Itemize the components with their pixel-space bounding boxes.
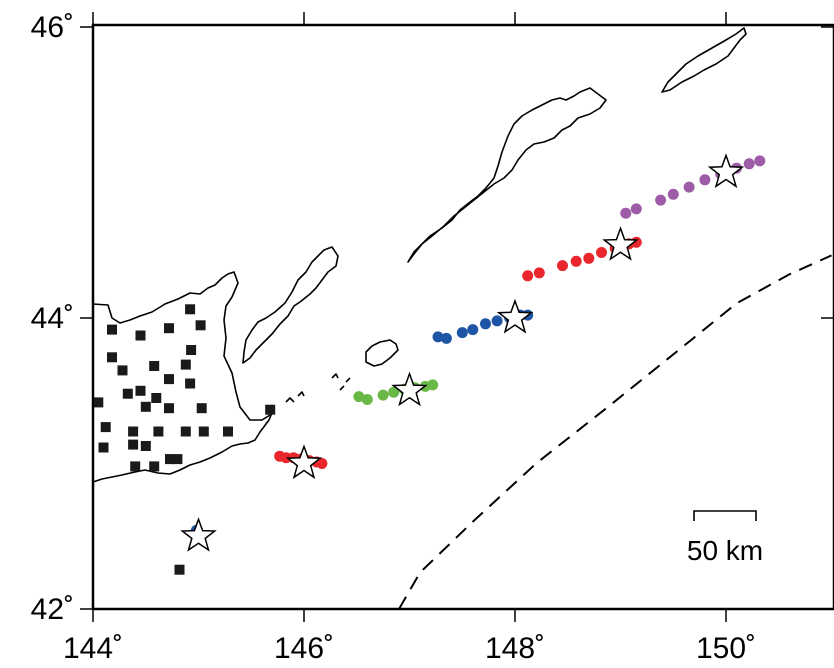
epicenter-stars	[180, 153, 745, 552]
station-marker	[172, 454, 183, 465]
aftershock-dot	[316, 458, 328, 469]
station-marker	[130, 461, 141, 472]
scale-bar: 50 km	[687, 510, 763, 566]
y-tick-label: 44˚	[31, 302, 74, 335]
station-marker	[122, 388, 133, 399]
aftershock-dot	[533, 267, 545, 279]
aftershock-dot	[440, 332, 452, 344]
map-frame	[91, 23, 834, 611]
station-marker	[135, 330, 146, 341]
aftershock-dot	[596, 247, 607, 258]
station-marker	[117, 365, 128, 376]
station-marker	[140, 401, 151, 412]
aftershock-dot	[667, 188, 679, 200]
y-tick-label: 42˚	[31, 593, 74, 626]
hokkaido-coastline	[92, 271, 275, 483]
station-marker	[165, 454, 175, 465]
aftershock-dot	[361, 394, 373, 405]
station-markers	[93, 304, 276, 575]
station-marker	[185, 304, 196, 315]
axis-ticks: 144˚ 146˚ 148˚ 150˚ 42˚ 44˚ 46˚	[31, 11, 834, 665]
station-marker	[128, 426, 139, 437]
station-marker	[149, 461, 160, 472]
aftershock-dot	[377, 389, 389, 401]
trench-line	[398, 254, 832, 610]
station-marker	[149, 361, 160, 371]
aftershock-dot	[456, 327, 468, 339]
station-marker	[98, 442, 109, 453]
aftershock-dot	[491, 315, 503, 327]
aftershock-dot	[522, 270, 534, 282]
station-marker	[107, 352, 117, 363]
station-marker	[107, 324, 117, 335]
station-marker	[153, 426, 164, 437]
aftershock-dot	[353, 391, 365, 403]
station-marker	[180, 426, 191, 437]
station-marker	[164, 403, 174, 414]
station-marker	[135, 385, 146, 396]
station-marker	[196, 403, 207, 414]
x-tick-label: 150˚	[696, 632, 756, 665]
station-marker	[185, 378, 196, 389]
urup-coastline	[661, 27, 747, 93]
aftershock-dot	[480, 318, 491, 330]
aftershock-dot	[432, 331, 444, 343]
station-marker	[198, 426, 209, 437]
coastlines	[92, 27, 747, 483]
epicenter-star-icon	[285, 444, 323, 480]
aftershock-dot	[630, 203, 642, 215]
station-marker	[164, 374, 174, 385]
x-tick-label: 146˚	[274, 632, 334, 665]
station-marker	[128, 439, 139, 450]
station-marker	[186, 345, 197, 355]
station-marker	[100, 422, 111, 433]
station-marker	[174, 564, 185, 575]
trench-dashed-line	[398, 254, 832, 610]
scale-bar-line	[693, 510, 757, 521]
aftershock-dot	[427, 379, 439, 391]
aftershock-dot	[754, 155, 766, 167]
aftershock-dot	[467, 324, 479, 336]
aftershock-dot	[620, 207, 632, 219]
aftershock-dot	[683, 181, 695, 193]
scale-bar-label: 50 km	[687, 535, 763, 566]
y-tick-label: 46˚	[31, 11, 74, 44]
etorofu-coastline	[407, 87, 607, 263]
station-marker	[180, 359, 191, 370]
station-marker	[164, 323, 174, 334]
epicenter-star-icon	[391, 371, 428, 407]
station-marker	[140, 441, 151, 451]
station-marker	[223, 426, 233, 437]
epicenter-star-icon	[602, 226, 639, 261]
epicenter-star-icon	[707, 153, 745, 189]
x-tick-label: 144˚	[63, 632, 123, 665]
aftershock-dot	[743, 158, 755, 170]
x-tick-label: 148˚	[485, 632, 545, 665]
aftershock-dot	[388, 386, 400, 398]
aftershock-dot	[570, 255, 582, 267]
epicenter-star-icon	[496, 298, 534, 334]
shikotan-coastline	[365, 339, 399, 367]
station-marker	[93, 397, 104, 408]
station-marker	[195, 320, 206, 331]
station-marker	[265, 404, 276, 415]
aftershock-dot	[699, 174, 711, 186]
aftershock-dot	[583, 252, 595, 264]
aftershock-clusters	[190, 155, 766, 536]
aftershock-dot	[655, 194, 667, 206]
epicenter-star-icon	[180, 517, 217, 552]
habomai-islets	[285, 373, 351, 403]
aftershock-dot	[557, 260, 568, 272]
station-marker	[151, 393, 162, 403]
kunashir-coastline	[242, 246, 339, 364]
